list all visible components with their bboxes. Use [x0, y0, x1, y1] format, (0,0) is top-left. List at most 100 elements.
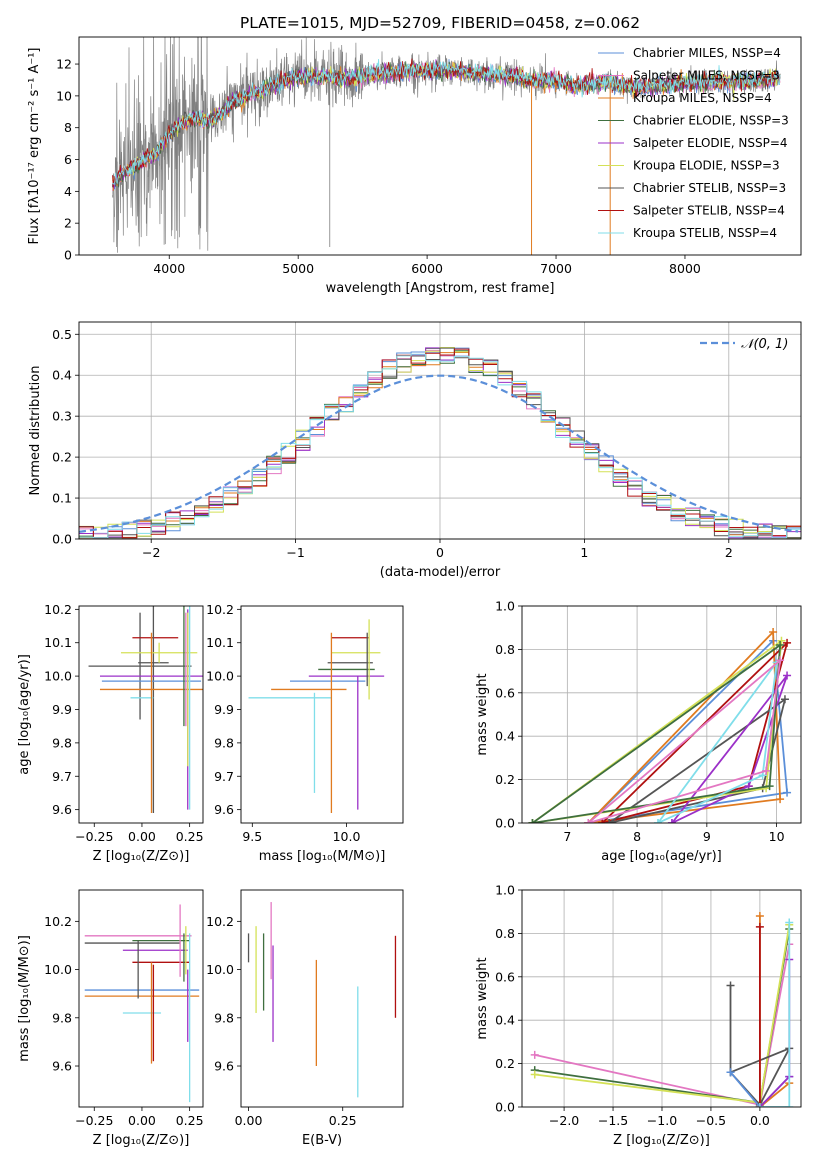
- panel-spectrum: 4000 5000 6000 7000 8000 0 2 4 6 8 10 12 wavelength …: [27, 14, 802, 296]
- series-marker: [776, 641, 785, 650]
- model-line-7: [112, 58, 781, 188]
- series-marker: [530, 1050, 539, 1059]
- series-marker: [755, 912, 764, 921]
- x-tick-label: −0.5: [696, 1113, 726, 1128]
- series-marker: [783, 788, 792, 797]
- x-tick-label: 10: [769, 829, 785, 844]
- plot-area: [248, 619, 385, 813]
- y-tick-label: 0.0: [495, 816, 515, 831]
- series-marker: [762, 766, 771, 775]
- y-tick-label: 0.5: [52, 327, 72, 342]
- x-tick-label: 0.00: [235, 1113, 263, 1128]
- series-marker: [654, 819, 663, 823]
- series-marker: [528, 819, 537, 823]
- series-line-7: [657, 661, 778, 823]
- histogram-step-8: [79, 353, 801, 539]
- x-tick-label: 10.0: [333, 829, 361, 844]
- x-tick-label: 0.00: [128, 829, 156, 844]
- y-tick-label: 9.8: [214, 1010, 234, 1025]
- y-tick-label: 9.6: [52, 1059, 72, 1074]
- x-tick-label: 4000: [153, 261, 185, 276]
- x-tick-label: 5000: [282, 261, 314, 276]
- y-tick-label: 0.0: [52, 532, 72, 547]
- series-marker: [765, 782, 774, 791]
- x-tick-label: −0.25: [75, 829, 113, 844]
- y-tick-label: 0.1: [52, 491, 72, 506]
- panel-mass-weight-vs-age: 7 8 9 10 0.0 0.2 0.4 0.6 0.8 1.0 age [log₁₀(age/yr…: [475, 599, 802, 864]
- y-tick-label: 10.2: [206, 914, 234, 929]
- panel-residuals: −2 −1 0 1 2 0.0 0.1 0.2 0.3 0.4 0.5 (data-model)/er…: [28, 321, 802, 580]
- legend-entry: Salpeter MILES, NSSP=3: [633, 69, 780, 83]
- legend-entry: Kroupa ELODIE, NSSP=3: [633, 159, 780, 173]
- histogram-step-7: [79, 348, 801, 539]
- y-tick-label: 9.6: [214, 1059, 234, 1074]
- y-tick-label: 9.8: [52, 1010, 72, 1025]
- x-tick-label: −0.25: [75, 1113, 113, 1128]
- series-marker: [785, 1103, 794, 1107]
- y-axis-label: age [log₁₀(age/yr)]: [17, 654, 32, 775]
- y-tick-label: 10.2: [44, 914, 72, 929]
- legend-entry: Chabrier STELIB, NSSP=3: [633, 181, 786, 195]
- series-marker: [783, 671, 792, 680]
- y-tick-label: 10.2: [44, 602, 72, 617]
- y-tick-label: 9.7: [52, 769, 72, 784]
- axes-frame: [521, 889, 802, 1108]
- series-marker: [783, 638, 792, 647]
- y-tick-label: 0.8: [495, 642, 515, 657]
- errorbar-0: [88, 612, 192, 720]
- series-marker: [755, 1103, 764, 1107]
- series-marker: [605, 819, 614, 823]
- plot-area: [528, 628, 792, 823]
- x-axis-label: wavelength [Angstrom, rest frame]: [326, 281, 555, 296]
- x-tick-label: 0.25: [176, 1113, 204, 1128]
- y-tick-label: 0.4: [52, 368, 72, 383]
- panel-age-vs-Z: −0.25 0.00 0.25 9.6 9.7 9.8 9.9 10.0 10.1 10.2 Z […: [17, 602, 204, 864]
- x-tick-label: −1: [286, 545, 304, 560]
- y-axis-label: Normed distribution: [28, 366, 43, 496]
- x-tick-label: 7000: [540, 261, 572, 276]
- x-tick-label: 2: [725, 545, 733, 560]
- panel-mass-vs-Z: −0.25 0.00 0.25 9.6 9.8 10.0 10.2 Z [log₁₀(Z/Z⊙…: [17, 889, 204, 1148]
- y-tick-label: 0.2: [495, 1056, 515, 1071]
- y-tick-label: 10.2: [206, 602, 234, 617]
- panel-mass-weight-vs-Z: −2.0 −1.5 −1.0 −0.5 0.0 0.0 0.2 0.4 0.6 0.8 1.0 Z […: [475, 883, 802, 1148]
- y-axis-label: mass weight: [475, 957, 490, 1039]
- y-axis-label: mass weight: [475, 673, 490, 755]
- axes-frame: [521, 605, 802, 824]
- y-tick-label: 0.6: [495, 969, 515, 984]
- series-marker: [667, 819, 676, 823]
- errorbar-2: [138, 606, 169, 813]
- x-tick-label: 0.25: [176, 829, 204, 844]
- x-axis-label: age [log₁₀(age/yr)]: [601, 849, 722, 864]
- series-marker: [598, 819, 607, 823]
- y-tick-label: 10: [56, 88, 72, 103]
- x-tick-label: 1: [580, 545, 588, 560]
- x-tick-label: −1.0: [647, 1113, 677, 1128]
- y-tick-label: 0.4: [495, 1013, 515, 1028]
- x-tick-label: −2: [142, 545, 160, 560]
- legend-entry: Kroupa MILES, NSSP=4: [633, 91, 772, 105]
- series-marker: [755, 922, 764, 931]
- legend-entry: Kroupa STELIB, NSSP=4: [633, 226, 777, 240]
- y-tick-label: 0.2: [495, 772, 515, 787]
- axes-frame: [78, 889, 204, 1108]
- y-tick-label: 0.4: [495, 729, 515, 744]
- legend: Chabrier MILES, NSSP=4 Salpeter MILES, NS…: [598, 46, 789, 240]
- chart-title: PLATE=1015, MJD=52709, FIBERID=0458, z=0…: [240, 14, 640, 32]
- y-tick-label: 9.8: [214, 735, 234, 750]
- axes-frame: [240, 605, 404, 824]
- plot-area: [79, 347, 801, 539]
- y-tick-label: 0.6: [495, 685, 515, 700]
- plot-area: [530, 912, 794, 1107]
- x-axis-label: E(B-V): [302, 1133, 342, 1148]
- plot-area: [88, 606, 203, 813]
- y-axis-label: Flux [fλ10⁻¹⁷ erg cm⁻² s⁻¹ A⁻¹]: [27, 48, 42, 245]
- y-tick-label: 10.0: [44, 962, 72, 977]
- plot-area: [247, 902, 397, 1098]
- x-axis-label: Z [log₁₀(Z/Z⊙)]: [93, 849, 190, 864]
- plot-area: [84, 904, 200, 1103]
- axes-frame: [78, 605, 204, 824]
- x-axis-label: (data-model)/error: [380, 565, 501, 580]
- normal-curve: [79, 374, 799, 533]
- series-marker: [769, 628, 778, 637]
